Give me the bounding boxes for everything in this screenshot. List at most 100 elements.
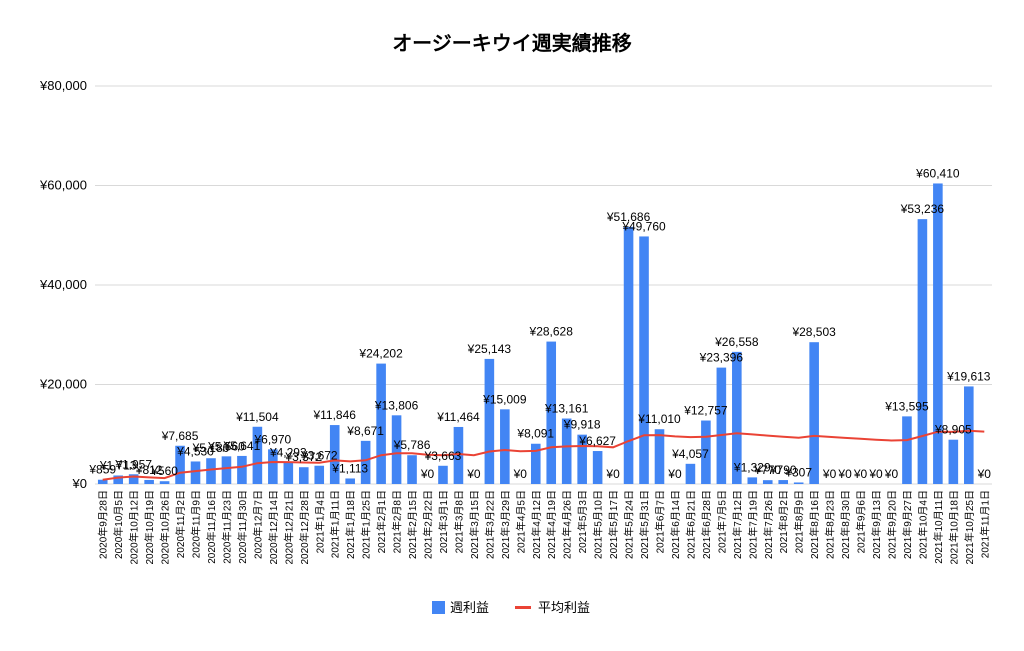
- bar: [747, 477, 758, 484]
- x-tick-label: 2021年1月18日: [344, 490, 357, 559]
- x-tick-label: 2021年9月20日: [885, 490, 898, 559]
- bar: [144, 479, 154, 484]
- data-label: ¥560: [150, 464, 178, 478]
- x-tick-label: 2021年5月10日: [592, 490, 605, 559]
- data-label: ¥53,236: [900, 202, 945, 216]
- x-tick-label: 2020年11月2日: [174, 490, 187, 558]
- legend: 週利益 平均利益: [432, 601, 590, 616]
- bar: [933, 183, 943, 484]
- data-label: ¥60,410: [915, 166, 960, 180]
- x-tick-label: 2021年8月16日: [808, 490, 821, 559]
- data-label: ¥5,641: [223, 439, 261, 453]
- x-tick-label: 2020年10月26日: [159, 490, 172, 565]
- x-tick-label: 2021年5月17日: [607, 490, 620, 559]
- data-label: ¥0: [853, 467, 868, 481]
- bar: [500, 409, 510, 484]
- data-label: ¥4,530: [176, 444, 214, 458]
- bar: [793, 482, 804, 484]
- bar: [329, 425, 340, 484]
- bar: [268, 449, 278, 484]
- data-label: ¥3,663: [424, 449, 462, 463]
- data-label: ¥0: [868, 467, 883, 481]
- data-label: ¥0: [420, 467, 435, 481]
- data-label: ¥13,161: [544, 402, 589, 416]
- y-axis: ¥0 ¥20,000 ¥40,000 ¥60,000 ¥80,000: [39, 78, 87, 491]
- gridlines: [95, 85, 992, 485]
- data-label: ¥770: [753, 463, 781, 477]
- legend-swatch-bar: [432, 601, 445, 614]
- average-line: [102, 429, 985, 481]
- bar: [701, 420, 711, 484]
- bar: [345, 478, 355, 484]
- x-tick-label: 2021年10月4日: [916, 490, 929, 559]
- bar: [206, 458, 216, 484]
- data-label: ¥1,957: [114, 457, 152, 471]
- x-tick-label: 2021年10月25日: [963, 490, 976, 565]
- data-label: ¥28,503: [791, 325, 836, 339]
- x-tick-label: 2021年1月4日: [313, 490, 326, 553]
- x-tick-label: 2020年11月9日: [190, 490, 203, 558]
- data-label: ¥5,786: [393, 438, 431, 452]
- data-label: ¥1,113: [331, 461, 368, 475]
- legend-label-line: 平均利益: [538, 601, 590, 616]
- data-label: ¥4,057: [671, 447, 709, 461]
- bar: [592, 451, 603, 484]
- x-tick-label: 2020年12月7日: [251, 490, 264, 559]
- data-label: ¥0: [837, 467, 852, 481]
- x-tick-label: 2021年3月15日: [468, 490, 481, 559]
- x-tick-label: 2021年6月21日: [684, 490, 697, 559]
- x-tick-label: 2020年11月30日: [236, 490, 249, 564]
- data-label: ¥0: [513, 467, 528, 481]
- x-tick-label: 2020年11月16日: [205, 490, 218, 564]
- data-labels: ¥859¥1,713¥1,957¥812¥560 ¥7,685¥4,530¥5,1…: [88, 166, 991, 481]
- x-tick-label: 2021年8月9日: [793, 490, 806, 553]
- data-label: ¥11,846: [312, 408, 356, 422]
- data-label: ¥6,627: [578, 434, 616, 448]
- bar: [97, 479, 108, 484]
- x-tick-label: 2021年4月12日: [530, 490, 543, 559]
- data-label: ¥0: [667, 467, 682, 481]
- x-tick-label: 2021年7月5日: [715, 490, 728, 553]
- bar: [964, 386, 974, 484]
- data-label: ¥0: [884, 467, 899, 481]
- data-label: ¥1,329: [733, 460, 771, 474]
- x-tick-label: 2021年1月25日: [360, 490, 373, 559]
- data-label: ¥13,595: [884, 399, 929, 413]
- chart-title: オージーキウイ週実績推移: [392, 31, 632, 55]
- data-label: ¥24,202: [358, 347, 403, 361]
- legend-swatch-line: [515, 606, 531, 609]
- bar: [407, 455, 417, 484]
- bar: [252, 426, 263, 484]
- x-tick-label: 2021年11月1日: [978, 490, 991, 558]
- x-tick-label: 2021年6月7日: [653, 490, 666, 553]
- bar: [639, 236, 649, 484]
- data-label: ¥11,010: [637, 412, 681, 426]
- data-label: ¥859: [88, 463, 116, 477]
- bar: [175, 445, 185, 484]
- data-label: ¥23,396: [699, 351, 744, 365]
- bar: [314, 465, 325, 484]
- x-tick-label: 2020年10月5日: [112, 490, 125, 559]
- data-label: ¥4,293: [269, 446, 307, 460]
- x-tick-label: 2021年2月1日: [375, 490, 388, 553]
- data-label: ¥8,905: [934, 423, 972, 437]
- bar: [128, 474, 139, 484]
- data-label: ¥0: [977, 467, 992, 481]
- x-tick-label: 2021年9月13日: [870, 490, 883, 559]
- x-tick-label: 2021年10月11日: [932, 490, 945, 564]
- data-label: ¥7,685: [161, 429, 199, 443]
- data-label: ¥5,560: [207, 439, 245, 453]
- data-label: ¥0: [605, 467, 620, 481]
- data-label: ¥13,806: [374, 398, 419, 412]
- x-tick-label: 2021年5月24日: [623, 490, 636, 559]
- data-label: ¥9,918: [563, 418, 601, 432]
- x-tick-label: 2021年5月3日: [576, 490, 589, 553]
- data-label: ¥0: [822, 467, 837, 481]
- x-tick-label: 2020年10月19日: [143, 490, 156, 565]
- data-label: ¥6,970: [254, 432, 292, 446]
- bar: [159, 481, 170, 484]
- x-tick-label: 2021年3月1日: [437, 490, 450, 553]
- bar: [685, 463, 696, 484]
- x-tick-label: 2021年4月26日: [561, 490, 574, 559]
